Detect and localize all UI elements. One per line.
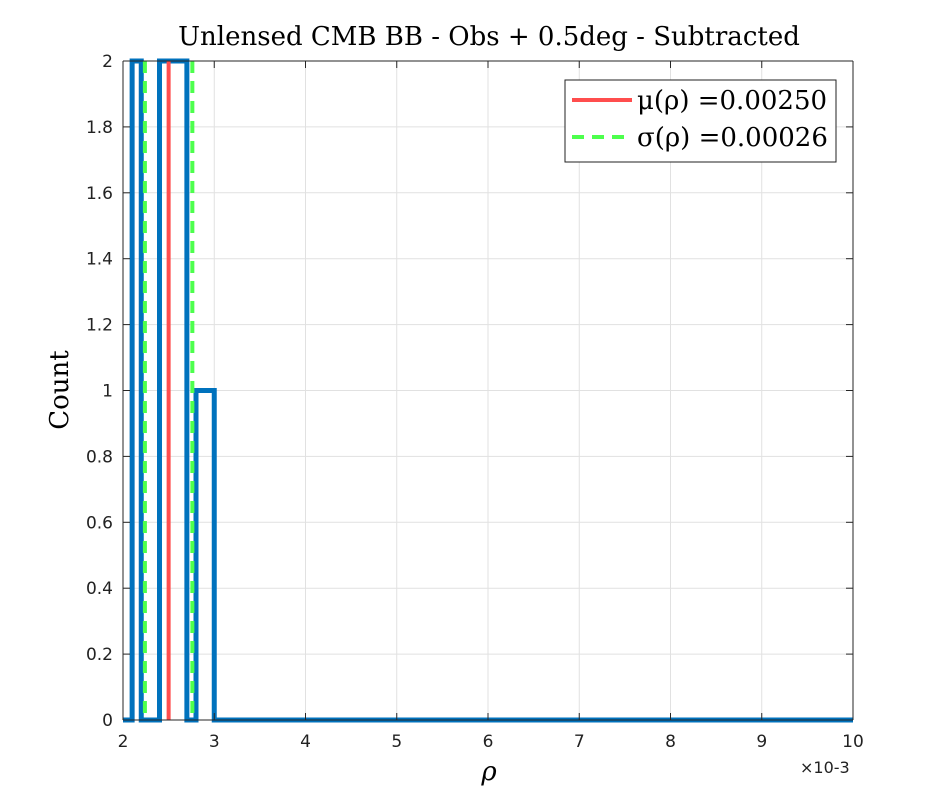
legend-label-mean: μ(ρ) =0.00250 — [637, 86, 827, 116]
y-tick-label: 1.8 — [86, 118, 113, 138]
y-tick-label: 1.4 — [86, 250, 113, 270]
x-tick-label: 10 — [842, 732, 864, 752]
y-axis-label: Count — [45, 350, 75, 430]
x-tick-label: 9 — [756, 732, 767, 752]
legend: μ(ρ) =0.00250 σ(ρ) =0.00026 — [564, 79, 837, 163]
y-tick-label: 1 — [102, 382, 113, 402]
x-exponent-label: ×10-3 — [800, 758, 850, 777]
x-tick-label: 6 — [483, 732, 494, 752]
y-tick-label: 1.2 — [86, 316, 113, 336]
legend-label-std: σ(ρ) =0.00026 — [637, 123, 828, 153]
x-tick-label: 8 — [665, 732, 676, 752]
grid — [122, 60, 854, 721]
x-tick-label: 3 — [209, 732, 220, 752]
y-tick-label: 0.2 — [86, 645, 113, 665]
y-tick-label: 0.4 — [86, 579, 113, 599]
x-tick-label: 5 — [391, 732, 402, 752]
chart-title: Unlensed CMB BB - Obs + 0.5deg - Subtrac… — [178, 22, 800, 52]
tick-labels: 2 3 4 5 6 7 8 9 10 0 0.2 0.4 0.6 0.8 1 1.2 1.4 1.6 1.8 2 — [86, 52, 864, 752]
x-tick-label: 4 — [300, 732, 311, 752]
y-tick-label: 2 — [102, 52, 113, 72]
x-axis-label: ρ — [480, 757, 497, 787]
x-tick-label: 2 — [118, 732, 129, 752]
legend-box — [564, 79, 837, 163]
y-tick-label: 0 — [102, 711, 113, 731]
x-tick-label: 7 — [574, 732, 585, 752]
y-tick-label: 0.8 — [86, 447, 113, 467]
y-tick-label: 1.6 — [86, 184, 113, 204]
axes — [122, 60, 854, 721]
y-tick-label: 0.6 — [86, 513, 113, 533]
